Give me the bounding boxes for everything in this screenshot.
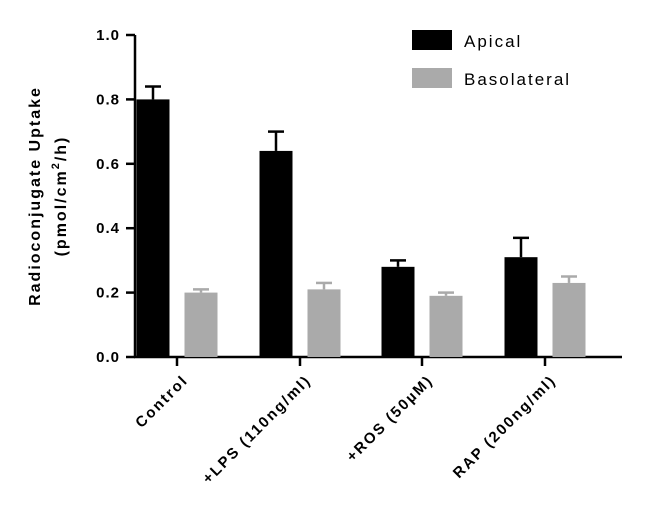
x-category-label: Control bbox=[132, 372, 192, 432]
y-tick-label: 0.8 bbox=[96, 91, 120, 108]
bar-basolateral bbox=[552, 282, 586, 357]
bar-apical bbox=[504, 257, 538, 357]
bar-basolateral bbox=[184, 292, 218, 357]
y-tick-label: 0.4 bbox=[96, 220, 120, 237]
y-tick-label: 0.2 bbox=[96, 285, 120, 302]
x-category-label: +LPS (110ng/ml) bbox=[199, 372, 314, 487]
y-axis-title-unit-exponent: 2 bbox=[50, 161, 62, 169]
y-axis-title-unit-start: (pmol/cm bbox=[53, 169, 70, 256]
y-axis-title-line1: Radioconjugate Uptake bbox=[27, 86, 44, 306]
bar-apical bbox=[136, 99, 170, 358]
x-category-label: +ROS (50µM) bbox=[343, 372, 437, 466]
y-axis-title-line2: (pmol/cm2/h) bbox=[50, 136, 70, 257]
y-axis-title: Radioconjugate Uptake (pmol/cm2/h) bbox=[27, 86, 70, 306]
legend-label-apical: Apical bbox=[464, 32, 522, 51]
y-tick-label: 1.0 bbox=[96, 27, 120, 44]
bar-basolateral bbox=[429, 295, 463, 357]
bar-apical bbox=[259, 150, 293, 357]
y-axis-title-unit-end: /h) bbox=[53, 136, 70, 162]
bar-apical bbox=[381, 266, 415, 357]
x-category-label: RAP (200ng/ml) bbox=[450, 372, 560, 482]
bar-basolateral bbox=[307, 289, 341, 357]
y-tick-label: 0.0 bbox=[96, 349, 120, 366]
legend-swatch-apical bbox=[412, 30, 452, 50]
legend-swatch-basolateral bbox=[412, 68, 452, 88]
legend-label-basolateral: Basolateral bbox=[464, 70, 571, 89]
y-tick-label: 0.6 bbox=[96, 156, 120, 173]
